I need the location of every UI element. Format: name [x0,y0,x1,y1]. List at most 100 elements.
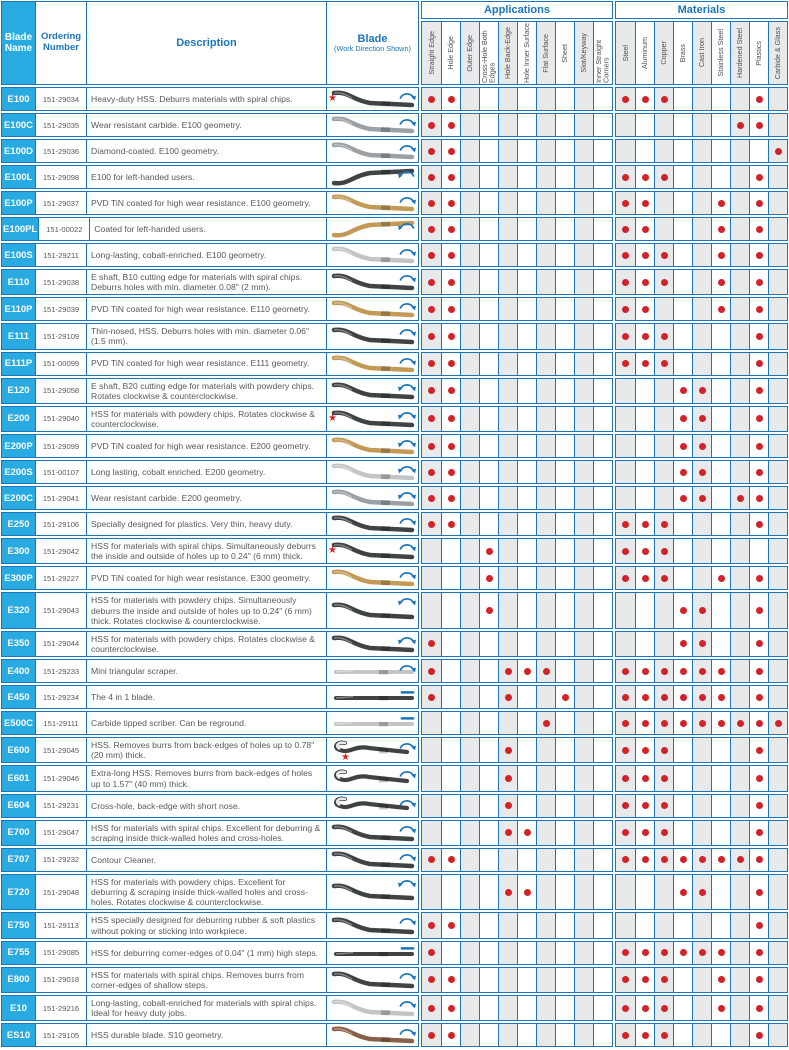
material-cell [654,941,673,964]
application-cell [460,820,479,845]
blade-name-cell: E100D [2,140,35,162]
material-cell [673,378,692,403]
application-cell [498,352,517,375]
material-cell [768,995,787,1021]
material-cell [749,218,768,240]
material-cell [635,766,654,791]
clockwise-rotation-arrow-icon [397,1024,417,1042]
material-dot [622,719,629,727]
clockwise-rotation-arrow-icon [397,192,417,210]
row-left-section: E400 151-29233 Mini triangular scraper. [1,659,419,684]
material-section [615,711,788,736]
material-cell [768,941,787,964]
material-dot [698,667,706,675]
application-cell [574,1024,593,1047]
application-cell [460,1024,479,1047]
blade-name-cell: E700 [2,820,35,845]
blade-image-cell [326,218,418,240]
material-cell [730,631,749,657]
material-cell [711,513,730,536]
application-cell [555,848,574,871]
application-cell [574,192,593,214]
bidirectional-rotation-arrow-icon [397,875,417,893]
application-dot [447,415,455,423]
row-left-section: ES10 151-29105 HSS durable blade. S10 geom… [1,1023,419,1048]
application-cell [441,378,460,403]
material-cell [654,593,673,628]
application-cell [498,324,517,349]
material-cell [749,631,768,657]
blade-photo [324,795,412,817]
material-cell [749,352,768,375]
application-cell [536,913,555,938]
application-cell [536,378,555,403]
material-cell [749,593,768,628]
material-section [615,873,788,911]
application-cell [555,712,574,735]
application-cell [536,324,555,349]
material-dot [755,1031,763,1039]
application-column-label: Sheet [560,43,570,63]
material-section [615,685,788,710]
table-row: E100L 151-29098 E100 for left-handed users… [1,165,788,189]
application-cell [498,967,517,992]
blade-photo [329,849,417,871]
application-cell [441,794,460,817]
application-cell [593,967,612,992]
material-cell [654,513,673,536]
application-dot [447,95,455,103]
application-cell [536,995,555,1021]
description-cell: Cross-hole, back-edge with short nose. [86,794,326,817]
material-section [615,592,788,629]
application-cell [574,567,593,590]
blade-image-cell [326,874,418,910]
blade-image-cell [326,848,418,871]
application-cell [593,487,612,510]
application-cell [479,244,498,266]
material-dot [698,693,706,701]
blade-name-cell: E100S [2,244,35,266]
application-cell [517,406,536,432]
blade-name-cell: E200C [2,487,35,510]
application-cell [422,995,441,1021]
application-cell [536,513,555,536]
application-cell [517,593,536,628]
material-cell [711,820,730,845]
row-left-section: E100 151-29034 Heavy-duty HSS. Deburrs mat… [1,87,419,111]
application-section [421,87,613,111]
ordering-number-cell: 151-29085 [35,941,86,964]
application-cell [555,406,574,432]
table-row: E500C 151-29111 Carbide tipped scriber. Ca… [1,711,788,736]
material-cell [749,1024,768,1047]
table-row: E601 151-29046 Extra-long HSS. Removes bur… [1,765,788,792]
material-cell [635,270,654,295]
application-cell [555,324,574,349]
application-cell [479,848,498,871]
application-cell [441,712,460,735]
application-column-header: Hole Edge [441,22,460,84]
material-column-header: Steel [616,22,635,84]
material-dot [622,278,629,286]
linear-work-direction-dash-icon [397,686,417,704]
material-cell [711,218,730,240]
material-cell [654,270,673,295]
application-dot [485,574,493,582]
blade-photo [329,88,417,110]
application-cell [536,140,555,162]
material-dot [755,494,763,502]
blade-photo [329,881,417,903]
ordering-number-cell: 151-29038 [35,270,86,295]
application-cell [460,941,479,964]
application-cell [498,166,517,188]
application-cell [555,567,574,590]
material-dot [755,360,763,368]
blade-name-cell: E500C [2,712,35,735]
application-section [421,323,613,350]
material-cell [768,378,787,403]
application-cell [555,114,574,136]
ordering-number-cell: 151-29109 [35,324,86,349]
material-cell [768,539,787,564]
application-cell [536,941,555,964]
application-cell [441,1024,460,1047]
application-cell [422,166,441,188]
